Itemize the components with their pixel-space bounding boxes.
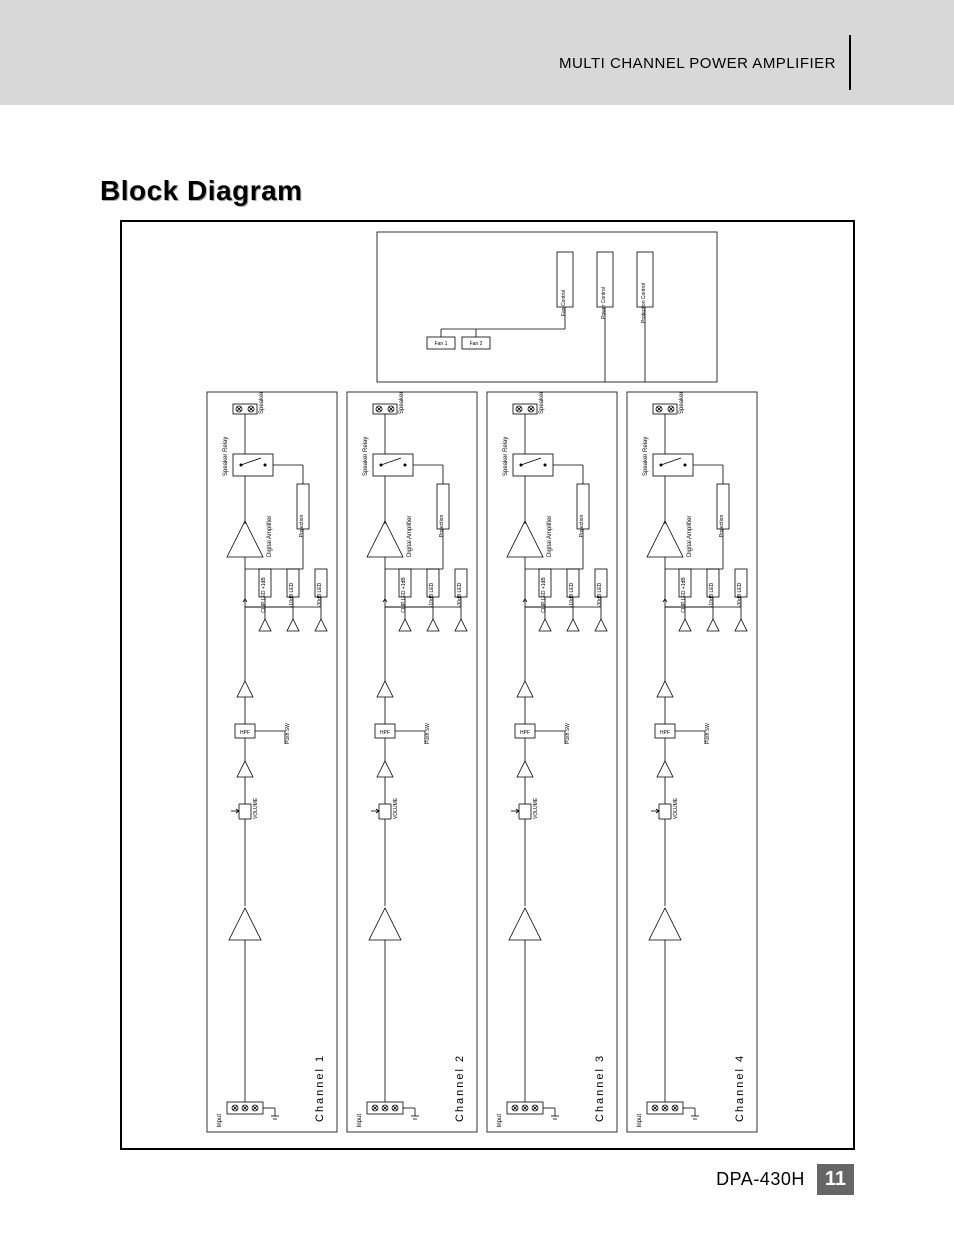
svg-text:Speaker Relay: Speaker Relay <box>363 437 369 476</box>
svg-text:Push SW: Push SW <box>425 723 431 744</box>
svg-text:Protection Control: Protection Control <box>641 283 647 323</box>
block-diagram: Fan 1 Fan 2 Fan Control Power Control Protec… <box>120 220 855 1150</box>
svg-text:VOLUME: VOLUME <box>393 797 399 819</box>
svg-text:-10dB LED: -10dB LED <box>429 582 435 607</box>
page-number: 11 <box>817 1164 854 1195</box>
svg-text:-10dB LED: -10dB LED <box>289 582 295 607</box>
svg-text:Channel 2: Channel 2 <box>454 1054 466 1122</box>
svg-text:Protection: Protection <box>579 515 585 538</box>
svg-text:Input: Input <box>357 1114 363 1128</box>
svg-text:Speaker Relay: Speaker Relay <box>223 437 229 476</box>
svg-text:Digital Amplifier: Digital Amplifier <box>687 516 693 557</box>
svg-text:Speaker: Speaker <box>259 392 265 414</box>
svg-text:VOLUME: VOLUME <box>253 797 259 819</box>
svg-text:Fan Control: Fan Control <box>561 290 567 316</box>
footer: DPA-430H 11 <box>716 1164 854 1195</box>
svg-text:HPF: HPF <box>520 730 530 736</box>
svg-text:Channel 4: Channel 4 <box>734 1054 746 1122</box>
svg-text:Digital Amplifier: Digital Amplifier <box>407 516 413 557</box>
svg-text:Speaker: Speaker <box>399 392 405 414</box>
svg-text:-10dB LED: -10dB LED <box>569 582 575 607</box>
svg-text:Push SW: Push SW <box>285 723 291 744</box>
header-band <box>0 0 954 105</box>
diagram-svg: Fan 1 Fan 2 Fan Control Power Control Protec… <box>122 222 857 1152</box>
svg-text:Protection: Protection <box>439 515 445 538</box>
svg-text:Fan 2: Fan 2 <box>470 341 483 347</box>
svg-text:Speaker: Speaker <box>539 392 545 414</box>
svg-text:-10dB LED: -10dB LED <box>709 582 715 607</box>
svg-text:-30dB LED: -30dB LED <box>457 582 463 607</box>
svg-text:Input: Input <box>497 1114 503 1128</box>
svg-text:Input: Input <box>637 1114 643 1128</box>
svg-text:HPF: HPF <box>240 730 250 736</box>
svg-text:HPF: HPF <box>660 730 670 736</box>
svg-text:HPF: HPF <box>380 730 390 736</box>
svg-text:-30dB LED: -30dB LED <box>317 582 323 607</box>
header-divider <box>849 35 851 90</box>
svg-text:VOLUME: VOLUME <box>533 797 539 819</box>
svg-text:Push SW: Push SW <box>565 723 571 744</box>
svg-text:-30dB LED: -30dB LED <box>737 582 743 607</box>
svg-text:Channel 1: Channel 1 <box>314 1054 326 1122</box>
svg-text:Digital Amplifier: Digital Amplifier <box>547 516 553 557</box>
svg-text:Protection: Protection <box>299 515 305 538</box>
svg-text:Power Control: Power Control <box>601 287 607 319</box>
svg-text:VOLUME: VOLUME <box>673 797 679 819</box>
header-subtitle: MULTI CHANNEL POWER AMPLIFIER <box>559 55 836 72</box>
svg-text:Speaker Relay: Speaker Relay <box>503 437 509 476</box>
svg-text:Channel 3: Channel 3 <box>594 1054 606 1122</box>
svg-text:Protection: Protection <box>719 515 725 538</box>
svg-text:Fan 1: Fan 1 <box>435 341 448 347</box>
svg-text:Push SW: Push SW <box>705 723 711 744</box>
svg-text:Speaker: Speaker <box>679 392 685 414</box>
svg-text:Digital Amplifier: Digital Amplifier <box>267 516 273 557</box>
model-label: DPA-430H <box>716 1169 805 1190</box>
page-title: Block Diagram <box>100 175 303 207</box>
svg-text:Speaker Relay: Speaker Relay <box>643 437 649 476</box>
svg-text:-30dB LED: -30dB LED <box>597 582 603 607</box>
svg-text:Input: Input <box>217 1114 223 1128</box>
